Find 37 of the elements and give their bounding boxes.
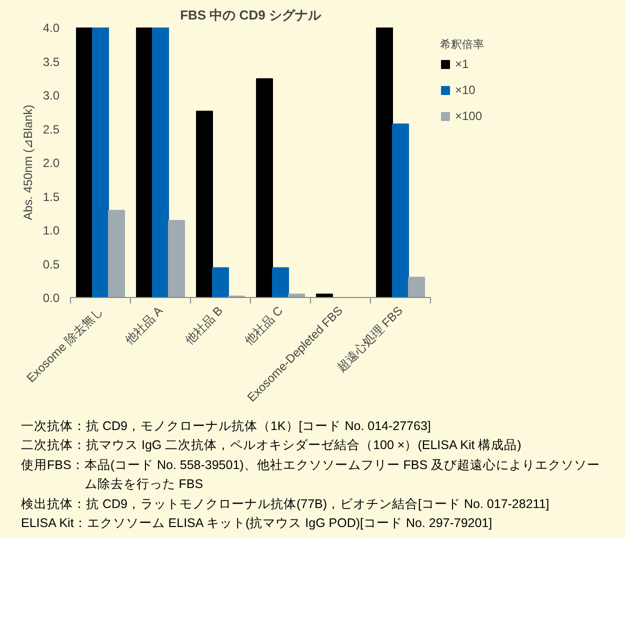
bar (288, 294, 305, 298)
y-tick-label: 0.5 (42, 257, 60, 272)
bar (152, 28, 169, 298)
chart-title: FBS 中の CD9 シグナル (180, 8, 322, 22)
bar (392, 124, 409, 298)
text: 検出抗体：抗 CD9，ラットモノクローナル抗体(77B)，ビオチン結合[コード No. 017-28211] (21, 496, 550, 513)
text: 二次抗体：抗マウス IgG 二次抗体，ペルオキシダーゼ結合（100 ×）(ELISA Kit 構成品) (21, 437, 522, 454)
y-tick-label: 1.0 (42, 224, 60, 238)
y-tick-label: 2.0 (42, 156, 60, 170)
bar (408, 276, 425, 298)
bar (136, 28, 153, 298)
bar (212, 267, 229, 298)
bar (376, 28, 393, 298)
legend-title: 希釈倍率 (440, 38, 484, 52)
bar (256, 78, 273, 298)
text: ELISA Kit：エクソソーム ELISA キット(抗マウス IgG POD)[コード No. 297-79201] (21, 514, 492, 532)
x-tick-label: 他社品 B (182, 304, 226, 347)
bar (168, 220, 185, 298)
legend-label: ×1 (455, 57, 470, 71)
y-tick-label: 4.0 (42, 21, 60, 35)
y-tick-label: 3.0 (42, 88, 60, 102)
y-tick-label: 2.5 (42, 122, 60, 136)
text: 使用FBS：本品(コード No. 558-39501)、他社エクソソームフリー FBS 及び超遠心によりエクソソーム除去を行った FBS (21, 456, 602, 494)
y-tick-label: 1.5 (42, 190, 60, 204)
text: 一次抗体：抗 CD9，モノクローナル抗体（1K）[コード No. 014-27763] (21, 418, 431, 435)
legend-label: ×100 (455, 109, 482, 123)
y-axis-title: Abs. 450nm (⊿Blank) (20, 104, 35, 220)
bar (196, 110, 213, 298)
x-tick-label: 他社品 A (122, 304, 166, 347)
bar (92, 28, 109, 298)
bar (272, 267, 289, 298)
y-tick-label: 3.5 (42, 54, 60, 69)
legend-label: ×10 (455, 83, 476, 97)
bar (316, 294, 333, 298)
y-tick-label: 0.0 (42, 291, 60, 305)
bar (108, 210, 125, 298)
bar (76, 28, 93, 298)
